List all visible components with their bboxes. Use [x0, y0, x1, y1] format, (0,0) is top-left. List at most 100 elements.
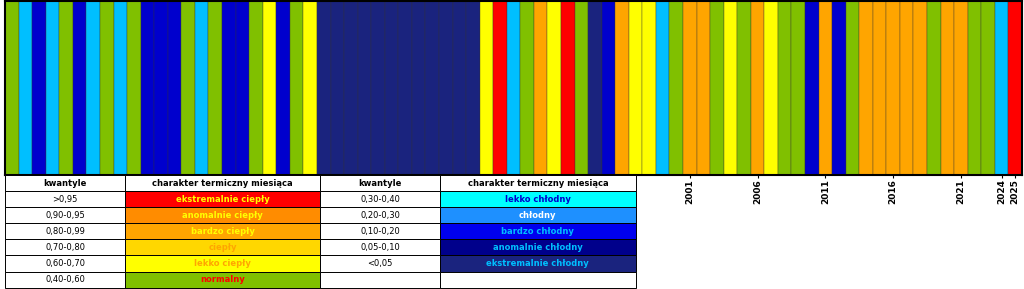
- Bar: [46, 1, 59, 175]
- Bar: [440, 175, 636, 191]
- Bar: [764, 1, 778, 175]
- Bar: [321, 255, 440, 272]
- Bar: [5, 272, 125, 288]
- Text: ciepły: ciepły: [208, 243, 237, 252]
- Bar: [5, 1, 18, 175]
- Text: charakter termiczny miesiąca: charakter termiczny miesiąca: [153, 179, 293, 188]
- Bar: [792, 1, 805, 175]
- Bar: [357, 1, 371, 175]
- Text: 0,60-0,70: 0,60-0,70: [45, 259, 85, 268]
- Bar: [440, 272, 636, 288]
- Bar: [263, 1, 276, 175]
- Text: 0,20-0,30: 0,20-0,30: [360, 211, 400, 220]
- Bar: [331, 1, 344, 175]
- Bar: [125, 175, 321, 191]
- Text: bardzo chłodny: bardzo chłodny: [502, 227, 574, 236]
- Bar: [125, 255, 321, 272]
- Bar: [548, 1, 561, 175]
- Text: 0,80-0,99: 0,80-0,99: [45, 227, 85, 236]
- Bar: [5, 191, 125, 208]
- Bar: [168, 1, 181, 175]
- Bar: [805, 1, 818, 175]
- Bar: [440, 223, 636, 240]
- Bar: [385, 1, 398, 175]
- Bar: [317, 1, 331, 175]
- Bar: [100, 1, 114, 175]
- Text: 0,70-0,80: 0,70-0,80: [45, 243, 85, 252]
- Bar: [900, 1, 913, 175]
- Text: 0,90-0,95: 0,90-0,95: [45, 211, 85, 220]
- Bar: [321, 208, 440, 223]
- Bar: [125, 191, 321, 208]
- Text: kwantyle: kwantyle: [358, 179, 401, 188]
- Text: normalny: normalny: [201, 275, 245, 284]
- Text: ekstremalnie chłodny: ekstremalnie chłodny: [486, 259, 589, 268]
- Bar: [321, 175, 440, 191]
- Text: 0,30-0,40: 0,30-0,40: [360, 195, 400, 204]
- Bar: [236, 1, 249, 175]
- Bar: [927, 1, 941, 175]
- Bar: [290, 1, 303, 175]
- Bar: [534, 1, 548, 175]
- Text: charakter termiczny miesiąca: charakter termiczny miesiąca: [468, 179, 608, 188]
- Text: kwantyle: kwantyle: [43, 179, 87, 188]
- Bar: [18, 1, 32, 175]
- Bar: [249, 1, 263, 175]
- Bar: [872, 1, 887, 175]
- Bar: [412, 1, 425, 175]
- Bar: [507, 1, 520, 175]
- Bar: [588, 1, 602, 175]
- Text: chłodny: chłodny: [519, 211, 557, 220]
- Bar: [710, 1, 724, 175]
- Text: 0,40-0,60: 0,40-0,60: [45, 275, 85, 284]
- Bar: [778, 1, 792, 175]
- Bar: [321, 191, 440, 208]
- Bar: [602, 1, 615, 175]
- Text: ekstremalnie ciepły: ekstremalnie ciepły: [176, 195, 269, 204]
- Text: anomalnie ciepły: anomalnie ciepły: [182, 211, 263, 220]
- Bar: [859, 1, 872, 175]
- Bar: [466, 1, 479, 175]
- Text: anomalnie chłodny: anomalnie chłodny: [493, 243, 583, 252]
- Bar: [1009, 1, 1022, 175]
- Bar: [629, 1, 642, 175]
- Bar: [968, 1, 981, 175]
- Bar: [615, 1, 629, 175]
- Bar: [5, 175, 125, 191]
- Bar: [642, 1, 656, 175]
- Bar: [656, 1, 670, 175]
- Bar: [5, 240, 125, 255]
- Bar: [73, 1, 86, 175]
- Bar: [125, 272, 321, 288]
- Bar: [887, 1, 900, 175]
- Bar: [86, 1, 100, 175]
- Bar: [561, 1, 574, 175]
- Bar: [683, 1, 696, 175]
- Bar: [127, 1, 140, 175]
- Bar: [941, 1, 954, 175]
- Text: bardzo ciepły: bardzo ciepły: [190, 227, 255, 236]
- Bar: [321, 223, 440, 240]
- Bar: [5, 208, 125, 223]
- Bar: [195, 1, 209, 175]
- Bar: [670, 1, 683, 175]
- Bar: [913, 1, 927, 175]
- Bar: [344, 1, 357, 175]
- Bar: [440, 240, 636, 255]
- Bar: [140, 1, 155, 175]
- Bar: [574, 1, 588, 175]
- Bar: [125, 240, 321, 255]
- Bar: [398, 1, 412, 175]
- Bar: [453, 1, 466, 175]
- Bar: [751, 1, 764, 175]
- Bar: [5, 255, 125, 272]
- Bar: [371, 1, 385, 175]
- Bar: [696, 1, 710, 175]
- Bar: [321, 240, 440, 255]
- Bar: [833, 1, 846, 175]
- Bar: [209, 1, 222, 175]
- Bar: [724, 1, 737, 175]
- Text: >0,95: >0,95: [52, 195, 78, 204]
- Bar: [303, 1, 317, 175]
- Bar: [479, 1, 494, 175]
